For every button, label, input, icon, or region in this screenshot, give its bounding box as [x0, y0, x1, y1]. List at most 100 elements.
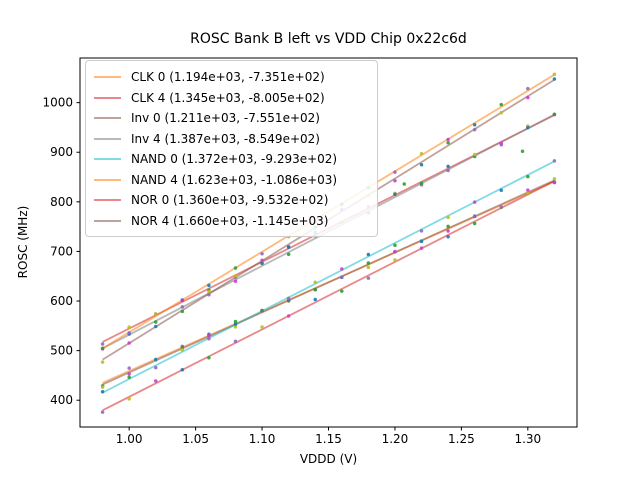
data-point	[180, 348, 185, 352]
data-point	[499, 205, 504, 209]
data-point	[153, 324, 158, 329]
data-point	[207, 356, 211, 360]
data-point	[419, 151, 424, 156]
data-point	[313, 280, 317, 285]
data-point	[207, 283, 211, 288]
data-point	[526, 174, 530, 179]
data-point	[526, 191, 530, 196]
data-point	[100, 346, 105, 350]
data-point	[446, 235, 450, 239]
data-point	[499, 141, 504, 145]
data-point	[499, 110, 504, 115]
data-point	[393, 243, 397, 247]
x-tick-label: 1.00	[116, 432, 143, 446]
legend-label: NAND 4 (1.623e+03, -1.086e+03)	[131, 172, 338, 187]
legend-label: NAND 0 (1.372e+03, -9.293e+02)	[131, 152, 338, 167]
legend-line-swatch	[94, 117, 121, 120]
x-axis-label: VDDD (V)	[299, 452, 358, 466]
data-point	[100, 385, 105, 389]
data-point	[180, 298, 185, 303]
legend-line-swatch	[94, 199, 121, 202]
data-point	[207, 333, 211, 338]
data-point	[286, 245, 291, 249]
data-point	[153, 379, 158, 383]
data-point	[127, 372, 131, 376]
data-point	[153, 365, 158, 370]
data-point	[233, 322, 238, 326]
legend-item-clk-4: CLK 4 (1.345e+03, -8.005e+02)	[94, 88, 369, 108]
data-point	[127, 331, 131, 335]
fit-line-nand-0	[102, 160, 555, 394]
data-point	[526, 86, 530, 91]
data-point	[446, 229, 450, 233]
data-point	[393, 170, 397, 174]
legend-item-nor-4: NOR 4 (1.660e+03, -1.145e+03)	[94, 211, 369, 231]
data-point	[419, 162, 424, 167]
data-point	[552, 77, 557, 81]
data-point	[446, 137, 450, 142]
x-tick-label: 1.20	[382, 432, 409, 446]
y-tick-label: 600	[50, 294, 73, 308]
data-point	[100, 342, 105, 346]
data-point	[446, 168, 450, 173]
data-point	[153, 312, 158, 316]
data-point	[393, 178, 397, 183]
data-point	[499, 188, 504, 193]
x-tick-label: 1.25	[448, 432, 475, 446]
chart-title: ROSC Bank B left vs VDD Chip 0x22c6d	[190, 31, 467, 47]
data-point	[340, 275, 344, 280]
data-point	[393, 258, 397, 262]
data-point	[393, 192, 397, 196]
data-point	[180, 345, 185, 350]
legend-line-swatch	[94, 158, 121, 161]
data-point	[180, 305, 185, 309]
legend-item-inv-4: Inv 4 (1.387e+03, -8.549e+02)	[94, 129, 369, 149]
data-point	[499, 102, 504, 107]
y-tick-label: 400	[50, 393, 73, 407]
y-tick-label: 800	[50, 195, 73, 209]
data-point	[153, 320, 158, 324]
data-point	[552, 159, 557, 163]
data-point	[286, 296, 291, 301]
data-point	[127, 375, 131, 379]
data-point	[446, 215, 450, 220]
legend-line-swatch	[94, 76, 121, 78]
legend-item-nand-0: NAND 0 (1.372e+03, -9.293e+02)	[94, 149, 369, 169]
data-point	[472, 221, 477, 226]
data-point	[419, 181, 424, 185]
data-point	[127, 341, 131, 345]
legend-line-swatch	[94, 96, 121, 99]
data-point	[366, 252, 371, 257]
data-point	[260, 258, 264, 262]
data-point	[233, 266, 238, 270]
y-tick-label: 500	[50, 344, 73, 358]
data-point	[393, 249, 397, 254]
data-point	[313, 297, 317, 302]
legend-label: Inv 0 (1.211e+03, -7.551e+02)	[131, 111, 320, 126]
data-point	[366, 265, 371, 270]
legend-label: CLK 4 (1.345e+03, -8.005e+02)	[131, 90, 325, 105]
data-point	[446, 141, 450, 145]
data-point	[153, 357, 158, 362]
legend-box: CLK 0 (1.194e+03, -7.351e+02) CLK 4 (1.34…	[85, 60, 378, 237]
data-point	[526, 188, 530, 192]
data-point	[366, 261, 371, 265]
data-point	[472, 200, 477, 204]
data-point	[366, 276, 371, 280]
data-point	[472, 152, 477, 157]
x-tick-label: 1.10	[249, 432, 276, 446]
data-point	[446, 164, 450, 169]
data-point	[100, 410, 105, 414]
data-point	[419, 239, 424, 244]
legend-item-nand-4: NAND 4 (1.623e+03, -1.086e+03)	[94, 170, 369, 190]
y-axis-label: ROSC (MHz)	[16, 205, 30, 279]
outlier-point	[520, 149, 525, 153]
legend-label: CLK 0 (1.194e+03, -7.351e+02)	[131, 70, 325, 84]
data-point	[127, 366, 131, 370]
legend-label: NOR 0 (1.360e+03, -9.532e+02)	[131, 193, 329, 208]
data-point	[233, 279, 238, 284]
legend-item-nor-0: NOR 0 (1.360e+03, -9.532e+02)	[94, 190, 369, 210]
data-point	[286, 252, 291, 257]
legend-line-swatch	[94, 178, 121, 181]
